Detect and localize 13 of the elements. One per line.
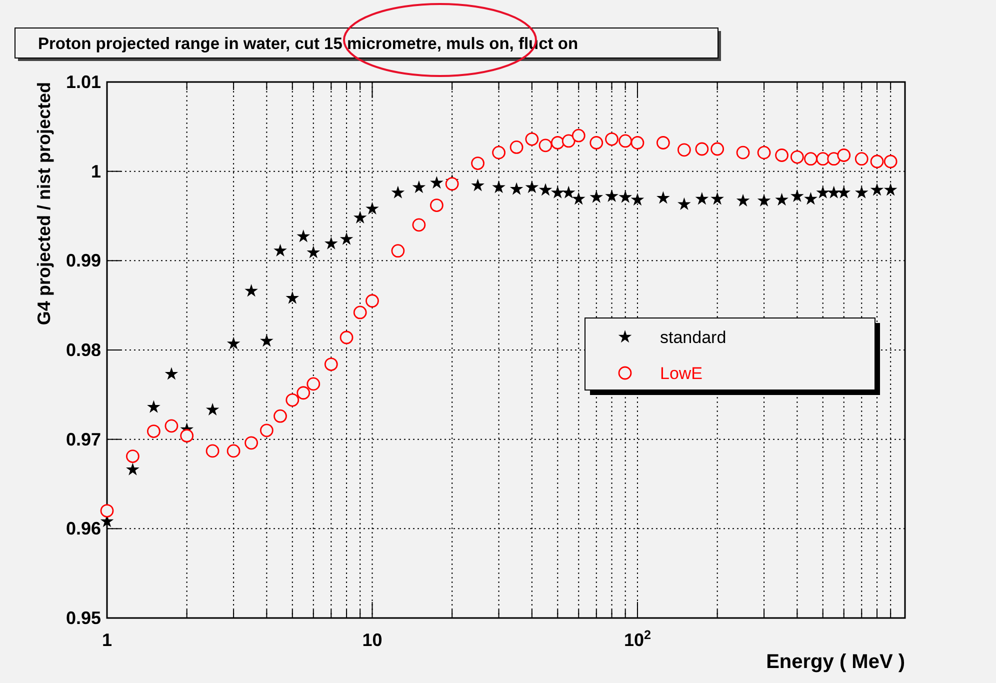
y-tick-label: 0.96 (66, 518, 101, 539)
legend-label: standard (660, 328, 726, 347)
y-tick-label: 0.97 (66, 429, 101, 450)
y-tick-label: 0.99 (66, 250, 101, 271)
y-tick-label: 0.98 (66, 340, 101, 360)
y-axis-title: G4 projected / nist projected (34, 82, 54, 326)
legend-label: LowE (660, 364, 703, 383)
y-tick-label: 1 (90, 161, 101, 182)
x-tick-label: 10 (362, 630, 382, 650)
y-tick-label: 1.01 (66, 72, 101, 92)
y-tick-label: 0.95 (66, 608, 101, 628)
x-axis-title: Energy ( MeV ) (766, 651, 905, 673)
x-tick-label: 10$^{2}$ (624, 628, 652, 650)
